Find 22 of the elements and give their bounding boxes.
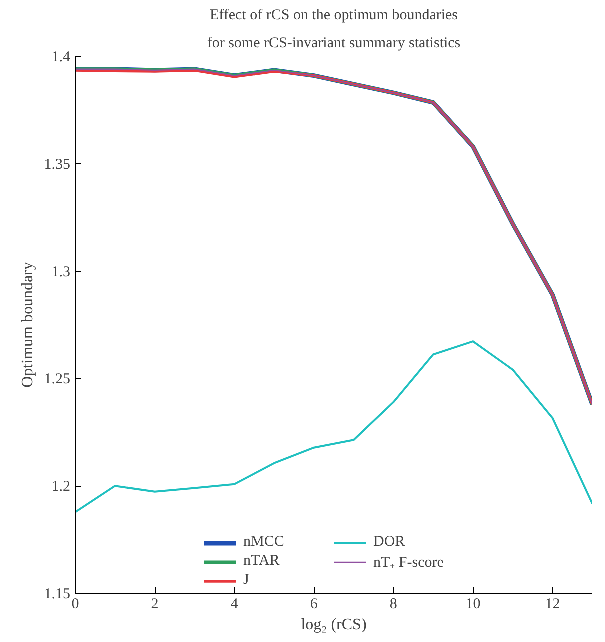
legend-label: nTAR xyxy=(244,553,281,570)
y-tick-label: 1.35 xyxy=(44,156,70,173)
x-tick-label: 2 xyxy=(151,596,159,612)
y-axis-title: Optimum boundary xyxy=(19,262,36,388)
x-axis-title: log₂ (rCS) xyxy=(301,616,367,634)
x-tick-label: 0 xyxy=(72,596,80,612)
x-tick-label: 8 xyxy=(390,596,398,612)
x-tick-label: 10 xyxy=(466,596,481,612)
legend-label: nMCC xyxy=(244,534,286,551)
chart-title: Effect of rCS on the optimum boundaries xyxy=(210,8,458,24)
y-tick-label: 1.2 xyxy=(52,479,70,496)
chart-subtitle: for some rCS-invariant summary statistics xyxy=(207,36,461,52)
legend-label: nT₊ F-score xyxy=(374,554,445,572)
y-tick-label: 1.3 xyxy=(52,264,70,280)
legend-label: J xyxy=(244,572,250,589)
y-tick-label: 1.25 xyxy=(44,372,70,388)
x-tick-label: 4 xyxy=(230,596,239,612)
y-tick-label: 1.15 xyxy=(44,586,70,602)
y-tick-label: 1.4 xyxy=(52,50,71,66)
legend-label: DOR xyxy=(374,534,406,551)
x-tick-label: 6 xyxy=(310,596,318,612)
x-tick-label: 12 xyxy=(545,596,560,612)
